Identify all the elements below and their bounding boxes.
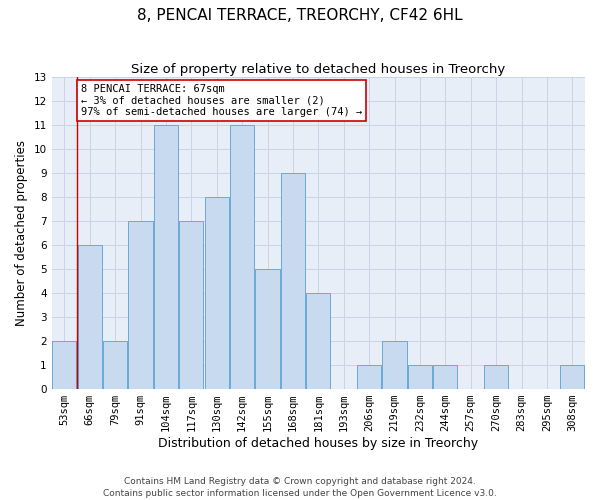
Text: Contains HM Land Registry data © Crown copyright and database right 2024.
Contai: Contains HM Land Registry data © Crown c… bbox=[103, 476, 497, 498]
Bar bbox=[357, 365, 381, 389]
Bar bbox=[306, 293, 331, 389]
Bar bbox=[382, 341, 407, 389]
Bar bbox=[408, 365, 432, 389]
Bar bbox=[179, 221, 203, 389]
Title: Size of property relative to detached houses in Treorchy: Size of property relative to detached ho… bbox=[131, 62, 505, 76]
Bar bbox=[103, 341, 127, 389]
Bar bbox=[230, 124, 254, 389]
Bar bbox=[281, 173, 305, 389]
Text: 8, PENCAI TERRACE, TREORCHY, CF42 6HL: 8, PENCAI TERRACE, TREORCHY, CF42 6HL bbox=[137, 8, 463, 22]
Bar bbox=[128, 221, 152, 389]
Bar bbox=[52, 341, 76, 389]
Bar bbox=[77, 245, 102, 389]
Bar bbox=[484, 365, 508, 389]
Bar bbox=[154, 124, 178, 389]
Bar bbox=[560, 365, 584, 389]
Text: 8 PENCAI TERRACE: 67sqm
← 3% of detached houses are smaller (2)
97% of semi-deta: 8 PENCAI TERRACE: 67sqm ← 3% of detached… bbox=[81, 84, 362, 117]
Y-axis label: Number of detached properties: Number of detached properties bbox=[15, 140, 28, 326]
Bar bbox=[433, 365, 457, 389]
Bar bbox=[256, 269, 280, 389]
X-axis label: Distribution of detached houses by size in Treorchy: Distribution of detached houses by size … bbox=[158, 437, 478, 450]
Bar bbox=[205, 197, 229, 389]
